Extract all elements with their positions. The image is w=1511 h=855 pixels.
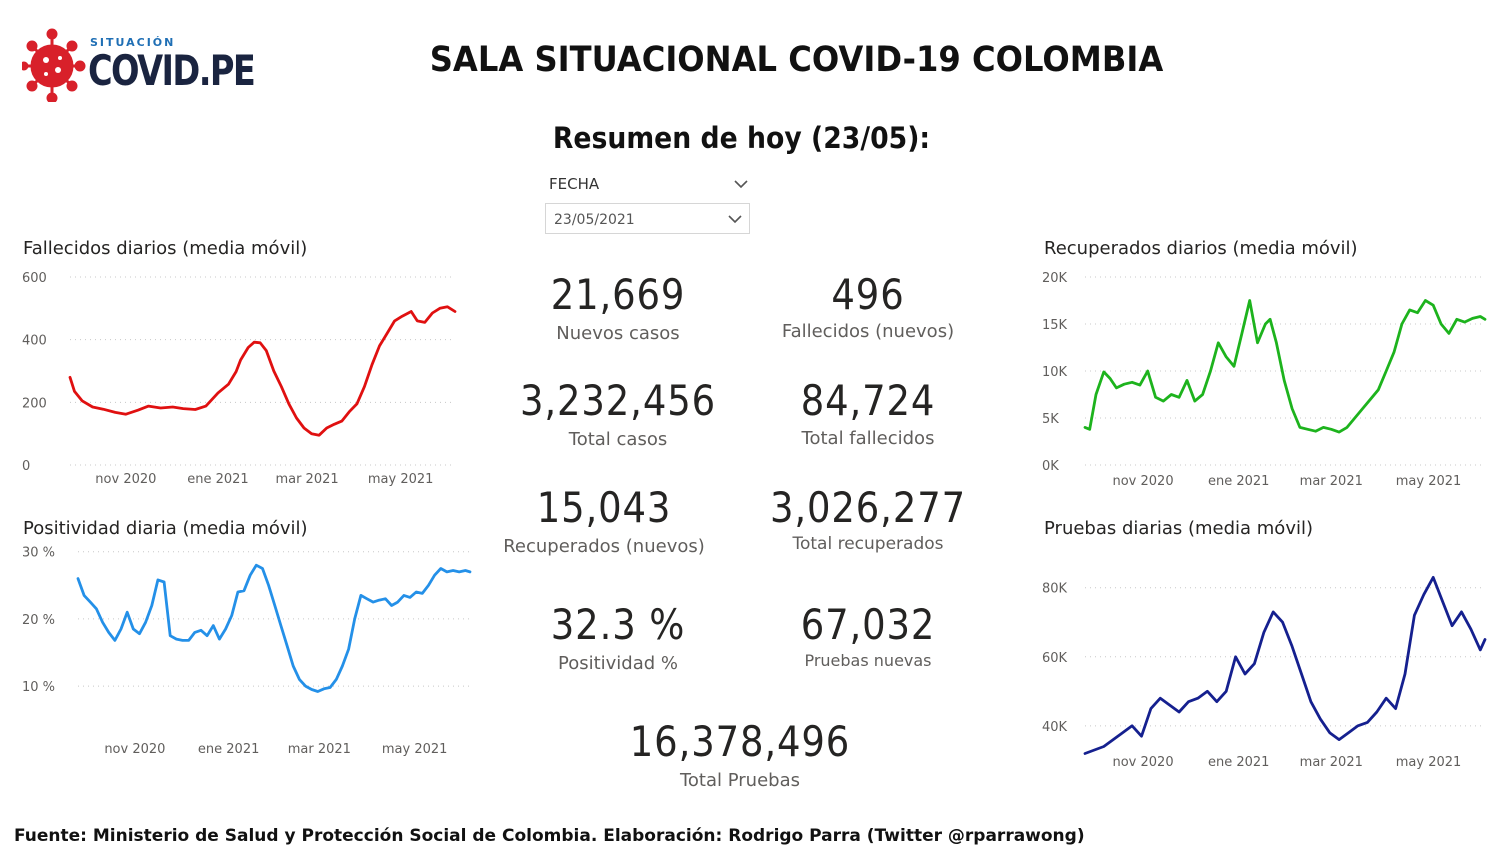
positividad-chart[interactable]: 10 % 20 % 30 % nov 2020 ene 2021 mar 2021 may … bbox=[20, 545, 475, 763]
y-tick-label: 600 bbox=[22, 271, 47, 286]
kpi-fallecidos-nuevos: 496 Fallecidos (nuevos) bbox=[768, 270, 968, 342]
x-tick-label: may 2021 bbox=[1396, 755, 1462, 770]
kpi-label: Total recuperados bbox=[792, 534, 944, 554]
y-tick-label: 80K bbox=[1042, 582, 1068, 597]
y-tick-label: 20 % bbox=[22, 613, 55, 628]
pruebas-chart[interactable]: 40K 60K 80K nov 2020 ene 2021 mar 2021 may 202… bbox=[1040, 555, 1495, 775]
logo-small-text: SITUACIÓN bbox=[90, 36, 176, 49]
kpi-value: 16,378,496 bbox=[629, 717, 851, 766]
kpi-label: Pruebas nuevas bbox=[804, 651, 932, 670]
x-tick-label: mar 2021 bbox=[288, 742, 351, 757]
x-tick-label: ene 2021 bbox=[1208, 755, 1269, 770]
x-tick-label: may 2021 bbox=[368, 472, 434, 487]
recuperados-chart[interactable]: 0K 5K 10K 15K 20K nov 2020 ene 2021 mar 2021 may… bbox=[1040, 265, 1490, 495]
kpi-value: 15,043 bbox=[536, 483, 672, 532]
kpi-positividad: 32.3 % Positividad % bbox=[518, 600, 718, 674]
y-tick-label: 20K bbox=[1042, 271, 1068, 286]
x-tick-label: mar 2021 bbox=[1300, 474, 1363, 489]
chart-title-pruebas: Pruebas diarias (media móvil) bbox=[1044, 518, 1313, 539]
x-tick-label: ene 2021 bbox=[198, 742, 259, 757]
kpi-nuevos-casos: 21,669 Nuevos casos bbox=[518, 270, 718, 344]
y-tick-label: 200 bbox=[22, 396, 47, 411]
kpi-total-pruebas: 16,378,496 Total Pruebas bbox=[605, 717, 875, 791]
x-tick-label: nov 2020 bbox=[1112, 755, 1173, 770]
kpi-value: 32.3 % bbox=[550, 600, 686, 649]
y-tick-label: 5K bbox=[1042, 412, 1059, 427]
page-title: SALA SITUACIONAL COVID-19 COLOMBIA bbox=[429, 40, 1164, 80]
x-tick-label: may 2021 bbox=[382, 742, 448, 757]
chart-title-positividad: Positividad diaria (media móvil) bbox=[23, 518, 308, 539]
y-tick-label: 0K bbox=[1042, 459, 1059, 474]
kpi-label: Fallecidos (nuevos) bbox=[781, 321, 955, 342]
series-line-pruebas bbox=[1083, 575, 1487, 755]
x-tick-label: may 2021 bbox=[1396, 474, 1462, 489]
kpi-label: Total casos bbox=[568, 429, 668, 450]
chart-title-fallecidos: Fallecidos diarios (media móvil) bbox=[23, 238, 308, 259]
virus-icon bbox=[22, 28, 86, 102]
fallecidos-chart[interactable]: 0 200 400 600 nov 2020 ene 2021 mar 2021 may 20… bbox=[20, 265, 465, 495]
kpi-value: 3,026,277 bbox=[769, 483, 967, 532]
kpi-value: 496 bbox=[831, 270, 905, 319]
kpi-total-recuperados: 3,026,277 Total recuperados bbox=[743, 483, 993, 554]
chevron-down-icon bbox=[728, 215, 742, 224]
kpi-recuperados-nuevos: 15,043 Recuperados (nuevos) bbox=[493, 483, 715, 557]
kpi-label: Positividad % bbox=[557, 653, 679, 674]
y-tick-label: 10 % bbox=[22, 680, 55, 695]
kpi-value: 21,669 bbox=[550, 270, 686, 319]
y-tick-label: 400 bbox=[22, 334, 47, 349]
kpi-total-casos: 3,232,456 Total casos bbox=[493, 376, 743, 450]
x-tick-label: nov 2020 bbox=[104, 742, 165, 757]
date-slicer-value: 23/05/2021 bbox=[554, 212, 635, 228]
kpi-label: Recuperados (nuevos) bbox=[503, 536, 705, 557]
x-tick-label: ene 2021 bbox=[187, 472, 248, 487]
y-tick-label: 60K bbox=[1042, 651, 1068, 666]
chart-title-recuperados: Recuperados diarios (media móvil) bbox=[1044, 238, 1358, 259]
kpi-value: 3,232,456 bbox=[519, 376, 717, 425]
x-tick-label: mar 2021 bbox=[1300, 755, 1363, 770]
kpi-pruebas-nuevas: 67,032 Pruebas nuevas bbox=[768, 600, 968, 670]
kpi-label: Nuevos casos bbox=[556, 323, 680, 344]
date-slicer-dropdown[interactable]: 23/05/2021 bbox=[545, 203, 750, 234]
y-tick-label: 30 % bbox=[22, 546, 55, 561]
x-tick-label: nov 2020 bbox=[95, 472, 156, 487]
page-subtitle: Resumen de hoy (23/05): bbox=[552, 121, 931, 155]
x-tick-label: ene 2021 bbox=[1208, 474, 1269, 489]
kpi-value: 67,032 bbox=[800, 600, 936, 649]
logo: SITUACIÓN COVID.PE bbox=[22, 26, 256, 102]
y-tick-label: 15K bbox=[1042, 318, 1068, 333]
series-line-fallecidos bbox=[68, 305, 457, 437]
series-line-positividad bbox=[76, 563, 472, 693]
kpi-total-fallecidos: 84,724 Total fallecidos bbox=[743, 376, 993, 449]
series-line-recuperados bbox=[1083, 299, 1487, 434]
y-tick-label: 40K bbox=[1042, 720, 1068, 735]
kpi-label: Total fallecidos bbox=[801, 428, 935, 449]
footer-source: Fuente: Ministerio de Salud y Protección… bbox=[14, 826, 1085, 846]
kpi-label: Total Pruebas bbox=[679, 770, 800, 791]
x-tick-label: mar 2021 bbox=[275, 472, 338, 487]
x-tick-label: nov 2020 bbox=[1112, 474, 1173, 489]
chevron-down-icon[interactable] bbox=[733, 178, 749, 190]
logo-big-text: COVID.PE bbox=[88, 46, 256, 95]
y-tick-label: 0 bbox=[22, 459, 30, 474]
slicer-label: FECHA bbox=[549, 175, 600, 193]
y-tick-label: 10K bbox=[1042, 365, 1068, 380]
kpi-value: 84,724 bbox=[800, 376, 936, 425]
